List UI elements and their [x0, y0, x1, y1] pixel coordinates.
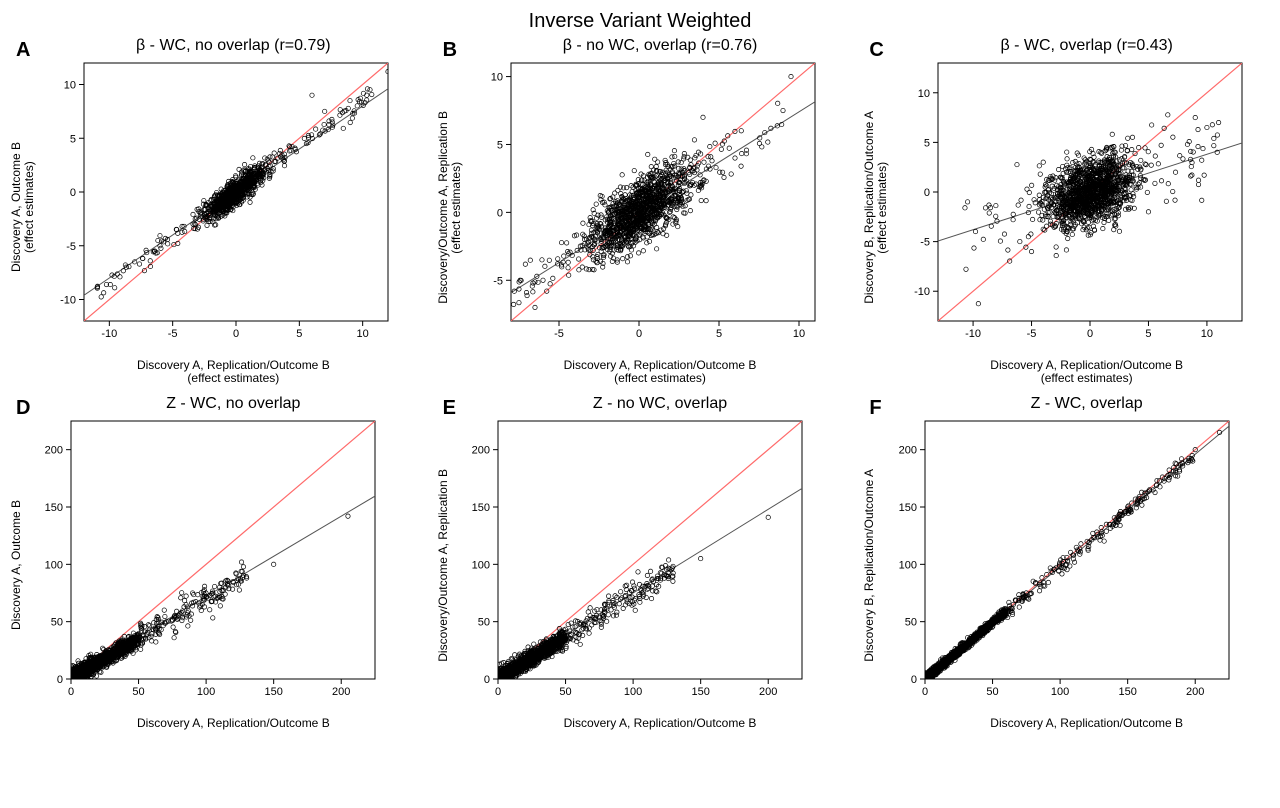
- svg-text:50: 50: [51, 617, 63, 629]
- scatter-plot: 0 50 100 150 200 0 50 100 150 200: [25, 415, 385, 715]
- y-axis-label: Discovery B, Replication/Outcome A: [863, 469, 876, 662]
- x-axis-label: Discovery A, Replication/Outcome B (effe…: [50, 359, 417, 385]
- y-axis-label: Discovery/Outcome A, Replication B (effe…: [437, 111, 463, 304]
- svg-text:0: 0: [1087, 328, 1093, 340]
- x-axis-label: Discovery A, Replication/Outcome B: [50, 717, 417, 730]
- figure: Inverse Variant Weighted Aβ - WC, no ove…: [10, 10, 1270, 731]
- svg-text:-10: -10: [102, 328, 118, 340]
- svg-text:0: 0: [924, 187, 930, 199]
- svg-text:100: 100: [197, 686, 215, 698]
- svg-text:10: 10: [917, 88, 929, 100]
- svg-text:0: 0: [68, 686, 74, 698]
- svg-text:150: 150: [265, 686, 283, 698]
- panel-title: Z - WC, overlap: [903, 395, 1270, 413]
- x-axis-label: Discovery A, Replication/Outcome B: [477, 717, 844, 730]
- svg-text:0: 0: [636, 328, 642, 340]
- svg-text:150: 150: [45, 502, 63, 514]
- panel-title: β - no WC, overlap (r=0.76): [477, 37, 844, 55]
- scatter-plot: -5 0 5 10 -5 0 5 10: [465, 57, 825, 357]
- panel-A: Aβ - WC, no overlap (r=0.79) Discovery A,…: [10, 37, 417, 385]
- panel-title: Z - no WC, overlap: [477, 395, 844, 413]
- svg-text:-10: -10: [914, 286, 930, 298]
- svg-text:0: 0: [497, 207, 503, 219]
- svg-text:200: 200: [45, 445, 63, 457]
- svg-text:-5: -5: [1026, 328, 1036, 340]
- svg-text:5: 5: [924, 137, 930, 149]
- panel-title: Z - WC, no overlap: [50, 395, 417, 413]
- svg-text:10: 10: [64, 80, 76, 92]
- svg-text:5: 5: [497, 139, 503, 151]
- panel-letter: B: [443, 39, 457, 62]
- y-axis-label: Discovery A, Outcome B (effect estimates…: [10, 142, 36, 272]
- panel-letter: C: [869, 39, 883, 62]
- panel-letter: F: [869, 397, 881, 420]
- x-axis-label: Discovery A, Replication/Outcome B: [903, 717, 1270, 730]
- panel-E: E Z - no WC, overlap Discovery/Outcome A, …: [437, 395, 844, 730]
- scatter-plot: -10 -5 0 5 10 -10 -5 0 5 10: [892, 57, 1252, 357]
- panel-letter: E: [443, 397, 456, 420]
- y-axis-label: Discovery/Outcome A, Replication B: [437, 469, 450, 662]
- panel-D: D Z - WC, no overlap Discovery A, Outcome …: [10, 395, 417, 730]
- svg-text:-5: -5: [67, 241, 77, 253]
- x-axis-label: Discovery A, Replication/Outcome B (effe…: [477, 359, 844, 385]
- panel-grid: Aβ - WC, no overlap (r=0.79) Discovery A,…: [10, 37, 1270, 731]
- svg-text:-5: -5: [493, 275, 503, 287]
- svg-text:200: 200: [332, 686, 350, 698]
- panel-B: Bβ - no WC, overlap (r=0.76) Discovery/Ou…: [437, 37, 844, 385]
- panel-title: β - WC, overlap (r=0.43): [903, 37, 1270, 55]
- svg-text:-10: -10: [965, 328, 981, 340]
- svg-text:5: 5: [70, 133, 76, 145]
- svg-text:-10: -10: [60, 295, 76, 307]
- panel-C: Cβ - WC, overlap (r=0.43) Discovery B, Re…: [863, 37, 1270, 385]
- svg-text:5: 5: [297, 328, 303, 340]
- svg-text:10: 10: [1201, 328, 1213, 340]
- svg-text:-5: -5: [168, 328, 178, 340]
- panel-letter: D: [16, 397, 30, 420]
- main-title: Inverse Variant Weighted: [10, 10, 1270, 33]
- y-axis-label: Discovery A, Outcome B: [10, 500, 23, 630]
- y-axis-label: Discovery B, Replication/Outcome A (effe…: [863, 111, 889, 304]
- svg-text:0: 0: [70, 187, 76, 199]
- panel-title: β - WC, no overlap (r=0.79): [50, 37, 417, 55]
- panel-F: F Z - WC, overlap Discovery B, Replication…: [863, 395, 1270, 730]
- scatter-plot: 050100150200050100150200: [452, 415, 812, 715]
- svg-text:10: 10: [491, 72, 503, 84]
- scatter-plot: 050100150200050100150200: [879, 415, 1239, 715]
- svg-text:5: 5: [716, 328, 722, 340]
- svg-text:-5: -5: [554, 328, 564, 340]
- svg-text:10: 10: [357, 328, 369, 340]
- svg-text:-5: -5: [920, 237, 930, 249]
- svg-text:0: 0: [233, 328, 239, 340]
- svg-text:0: 0: [57, 674, 63, 686]
- svg-text:5: 5: [1145, 328, 1151, 340]
- svg-text:10: 10: [793, 328, 805, 340]
- svg-text:100: 100: [45, 560, 63, 572]
- x-axis-label: Discovery A, Replication/Outcome B (effe…: [903, 359, 1270, 385]
- panel-letter: A: [16, 39, 30, 62]
- scatter-plot: -10 -5 0 5 10 -10 -5 0 5 10: [38, 57, 398, 357]
- svg-text:50: 50: [133, 686, 145, 698]
